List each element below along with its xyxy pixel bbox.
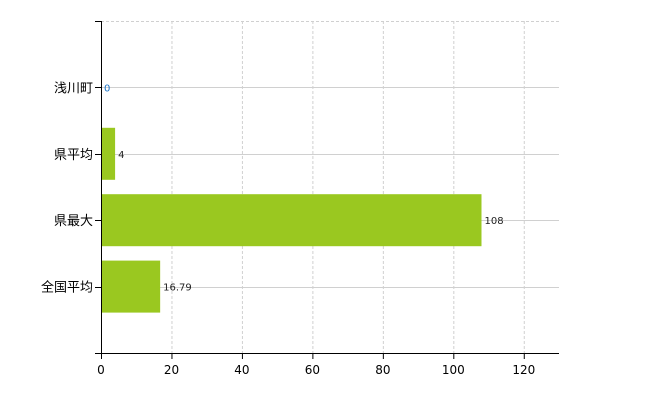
x-tick-label: 80 <box>375 363 390 377</box>
data-label: 16.79 <box>163 283 192 294</box>
bar <box>101 194 482 247</box>
x-tick-label: 40 <box>234 363 249 377</box>
category-label: 浅川町 <box>54 81 93 96</box>
x-tick-label: 0 <box>97 363 105 377</box>
bar <box>101 127 116 180</box>
x-tick-label: 100 <box>442 363 465 377</box>
category-label: 県最大 <box>54 214 93 229</box>
data-label: 0 <box>104 83 110 94</box>
x-tick-label: 120 <box>512 363 535 377</box>
category-label: 全国平均 <box>41 280 93 296</box>
data-label: 108 <box>484 216 503 227</box>
x-tick-label: 20 <box>164 363 179 377</box>
category-label: 県平均 <box>54 148 93 163</box>
data-label: 4 <box>118 150 124 161</box>
bar <box>101 260 161 313</box>
x-tick-label: 60 <box>305 363 320 377</box>
